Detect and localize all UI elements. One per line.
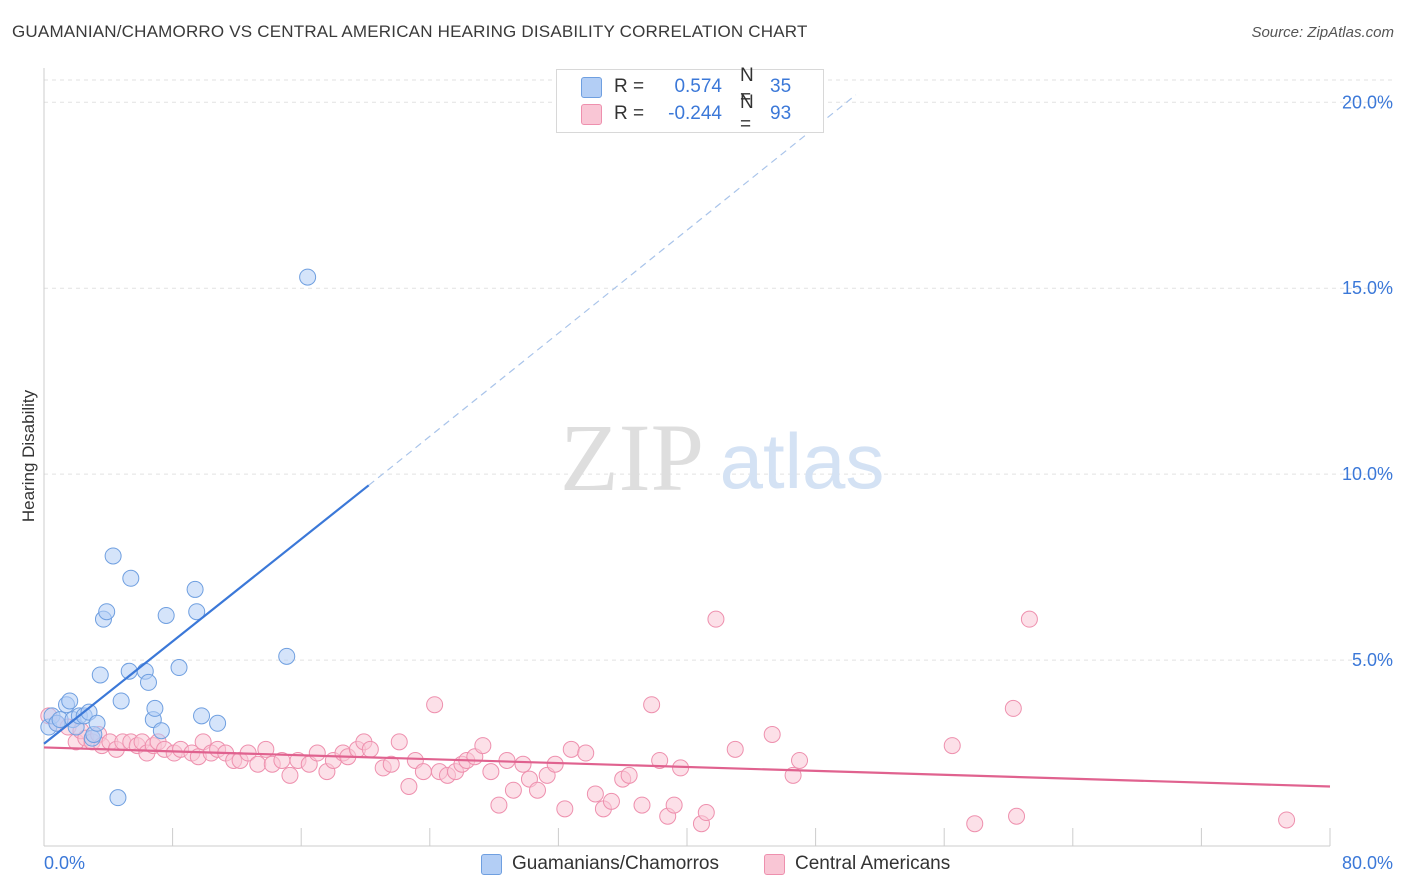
data-point-central-american	[1008, 807, 1026, 825]
data-point-central-american	[665, 796, 683, 814]
data-point-central-american	[249, 755, 267, 773]
data-point-guamanian	[112, 692, 130, 710]
data-point-guamanian	[122, 569, 140, 587]
legend-r-label: R =	[614, 76, 645, 97]
data-point-central-american	[556, 800, 574, 818]
data-point-guamanian	[186, 580, 204, 598]
data-point-central-american	[474, 737, 492, 755]
data-point-guamanian	[188, 603, 206, 621]
watermark: ZIP atlas	[560, 404, 884, 511]
legend-r-value: 0.574	[674, 76, 722, 97]
y-axis-label: Hearing Disability	[19, 389, 38, 522]
data-point-central-american	[620, 766, 638, 784]
legend-n-label: N =	[740, 65, 754, 108]
data-point-central-american	[529, 781, 547, 799]
chart-source: Source: ZipAtlas.com	[1251, 24, 1394, 41]
data-point-central-american	[651, 751, 669, 769]
data-point-central-american	[1278, 811, 1296, 829]
data-point-central-american	[697, 804, 715, 822]
bottom-legend-guamanians: Guamanians/Chamorros	[481, 852, 719, 876]
data-point-guamanian	[299, 268, 317, 286]
data-point-central-american	[281, 766, 299, 784]
data-point-guamanian	[104, 547, 122, 565]
data-point-guamanian	[209, 714, 227, 732]
data-point-central-american	[726, 740, 744, 758]
data-point-central-american	[966, 815, 984, 833]
y-tick-label: 20.0%	[1342, 92, 1393, 112]
data-point-central-american	[490, 796, 508, 814]
data-point-central-american	[426, 696, 444, 714]
data-point-central-american	[514, 755, 532, 773]
data-point-guamanian	[157, 606, 175, 624]
trend-line-central-americans	[43, 746, 1331, 788]
data-point-central-american	[400, 778, 418, 796]
data-point-central-american	[643, 696, 661, 714]
data-point-guamanian	[88, 714, 106, 732]
watermark-zip: ZIP	[560, 404, 704, 511]
legend-r-label: R =	[614, 103, 645, 124]
y-tick-label: 10.0%	[1342, 464, 1393, 484]
data-point-guamanian	[146, 699, 164, 717]
data-point-central-american	[1004, 699, 1022, 717]
bottom-legend-central-americans: Central Americans	[764, 852, 950, 876]
legend-r-value: -0.244	[668, 103, 722, 124]
data-point-guamanian	[98, 603, 116, 621]
data-point-central-american	[390, 733, 408, 751]
axes: 5.0% 10.0% 15.0% 20.0%	[43, 68, 1393, 847]
bottom-legend-label: Guamanians/Chamorros	[512, 853, 719, 874]
legend-n-label: N =	[740, 92, 754, 135]
legend-row-central-americans: R = -0.244 N = 93	[581, 92, 792, 135]
data-point-guamanian	[152, 722, 170, 740]
gridlines	[44, 79, 1392, 661]
data-point-guamanian	[109, 789, 127, 807]
legend-n-value: 93	[770, 103, 792, 124]
y-tick-label: 5.0%	[1352, 650, 1393, 670]
data-point-central-american	[308, 744, 326, 762]
watermark-atlas: atlas	[720, 417, 885, 505]
legend-n-value: 35	[770, 76, 792, 97]
series-central-americans	[40, 610, 1296, 833]
series-guamanians	[40, 268, 317, 807]
trend-extension-guamanians	[368, 94, 857, 486]
trend-lines	[43, 94, 1331, 788]
data-point-central-american	[361, 740, 379, 758]
data-point-central-american	[482, 763, 500, 781]
legend-row-guamanians: R = 0.574 N = 35	[581, 65, 792, 108]
data-point-guamanian	[61, 692, 79, 710]
x-max-label: 80.0%	[1342, 853, 1393, 873]
legend-swatch-pink	[581, 103, 602, 125]
data-point-central-american	[1020, 610, 1038, 628]
data-point-central-american	[577, 744, 595, 762]
x-min-label: 0.0%	[44, 853, 85, 873]
bottom-legend-swatch-blue	[481, 853, 502, 875]
data-point-guamanian	[278, 647, 296, 665]
data-point-central-american	[602, 792, 620, 810]
data-point-guamanian	[91, 666, 109, 684]
data-point-guamanian	[139, 673, 157, 691]
data-point-guamanian	[193, 707, 211, 725]
data-point-central-american	[943, 737, 961, 755]
data-point-central-american	[763, 725, 781, 743]
data-point-central-american	[707, 610, 725, 628]
legend-swatch-blue	[581, 76, 602, 98]
stats-legend: R = 0.574 N = 35 R = -0.244 N = 93	[556, 65, 824, 135]
y-tick-label: 15.0%	[1342, 278, 1393, 298]
data-point-central-american	[382, 755, 400, 773]
bottom-legend-swatch-pink	[764, 853, 785, 875]
data-point-central-american	[791, 751, 809, 769]
trend-line-guamanians	[43, 484, 370, 745]
data-point-central-american	[633, 796, 651, 814]
bottom-legend-label: Central Americans	[795, 853, 951, 874]
data-point-central-american	[414, 763, 432, 781]
data-point-central-american	[504, 781, 522, 799]
data-point-central-american	[562, 740, 580, 758]
data-point-guamanian	[170, 659, 188, 677]
chart-title: GUAMANIAN/CHAMORRO VS CENTRAL AMERICAN H…	[12, 22, 808, 41]
data-point-central-american	[586, 785, 604, 803]
